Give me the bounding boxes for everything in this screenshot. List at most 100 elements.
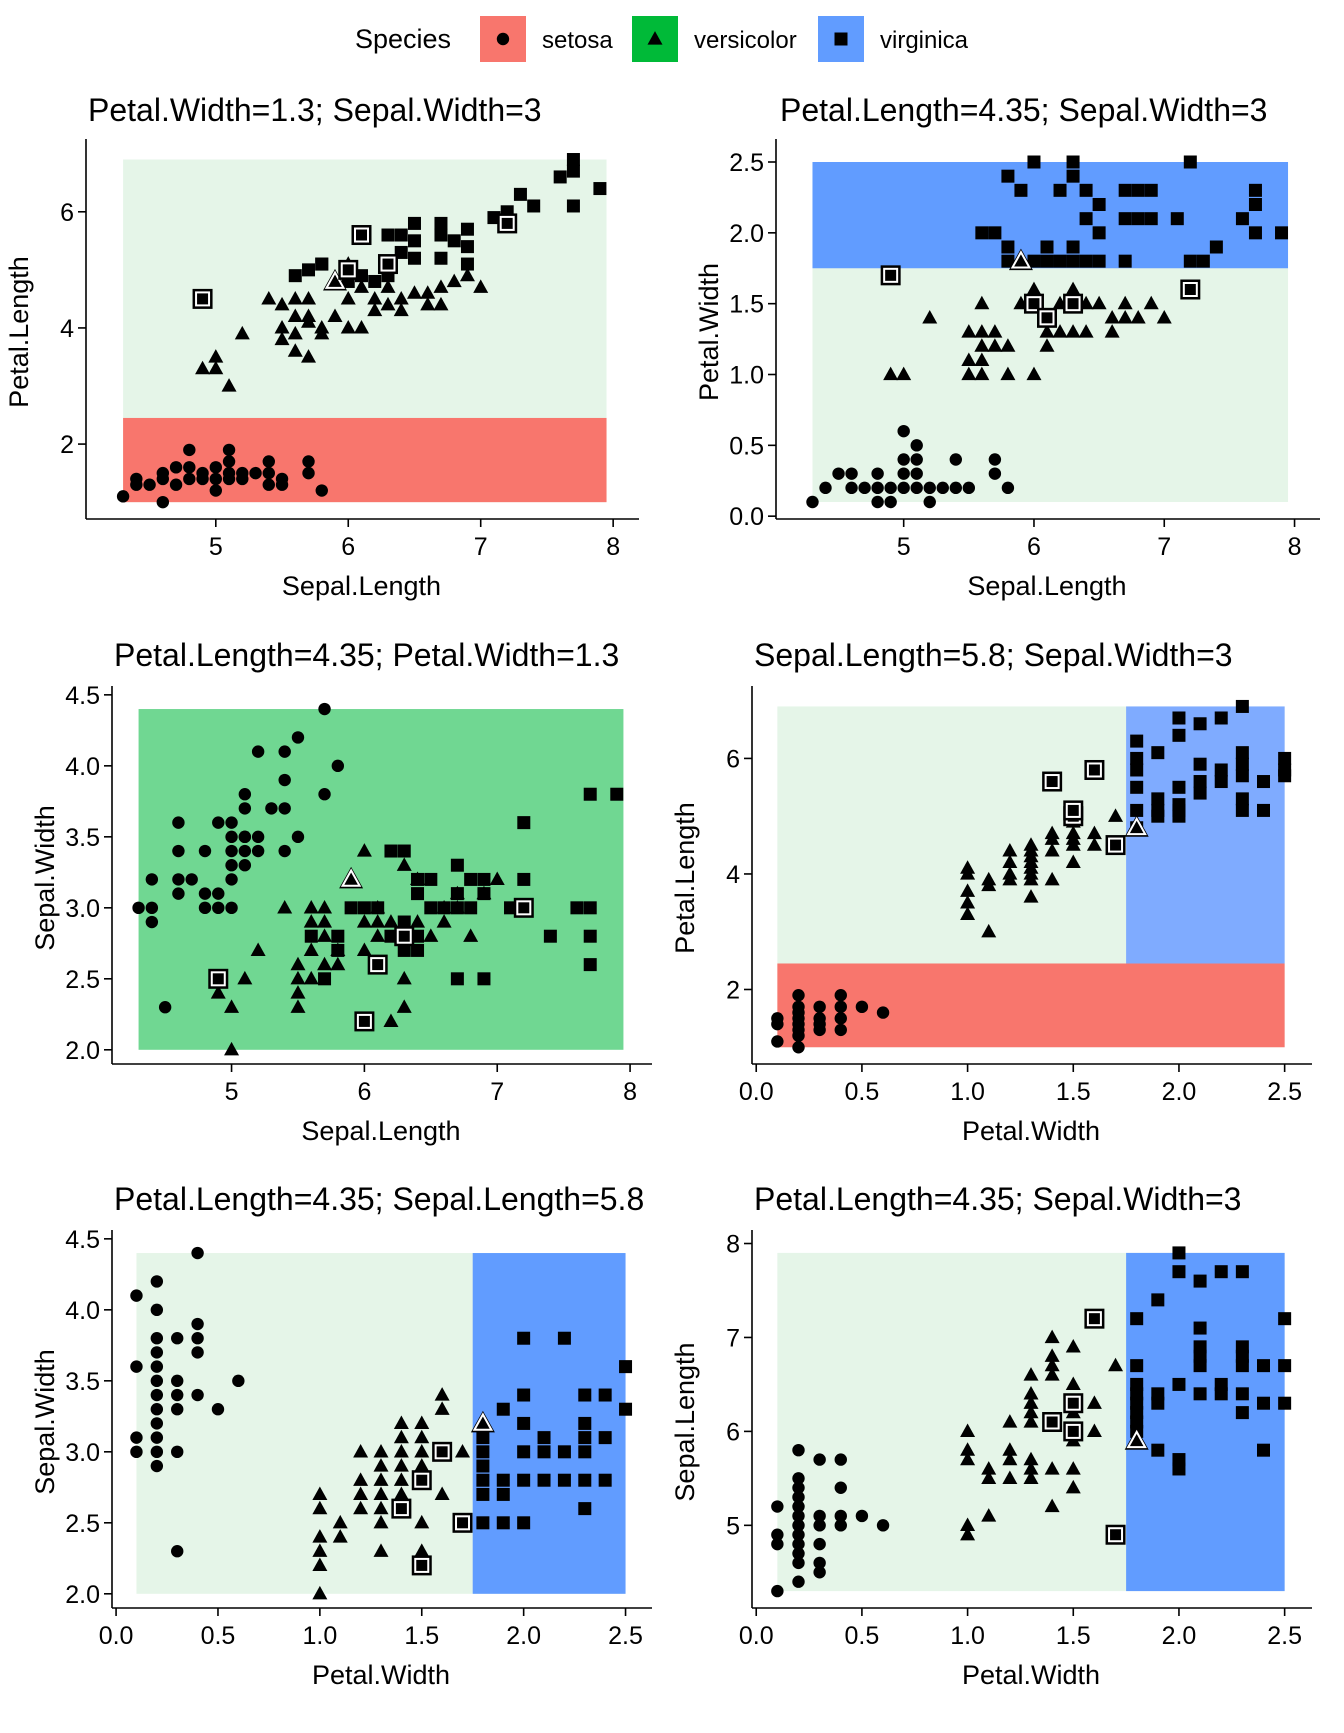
data-point-setosa [150, 1360, 164, 1373]
data-point-versicolor [290, 999, 306, 1013]
y-axis-label: Sepal.Width [30, 1349, 60, 1495]
highlighted-point-versicolor [472, 1412, 494, 1431]
data-point-versicolor [414, 1429, 430, 1444]
data-point-setosa [225, 816, 238, 829]
data-point-setosa [771, 1012, 784, 1025]
data-point-versicolor [974, 295, 990, 310]
highlighted-point-virginica [210, 971, 226, 987]
data-point-virginica [1193, 757, 1207, 771]
data-point-virginica [1235, 792, 1249, 806]
x-tick-label: 1.5 [1056, 1078, 1091, 1106]
data-point-virginica [476, 1516, 490, 1530]
data-point-versicolor [974, 338, 990, 352]
data-point-setosa [183, 472, 196, 486]
data-point-setosa [211, 1403, 225, 1416]
x-tick-label: 0.0 [99, 1622, 134, 1650]
highlighted-point-virginica [340, 262, 356, 278]
data-point-virginica [1172, 728, 1186, 742]
data-point-versicolor [1065, 825, 1081, 840]
data-point-setosa [225, 859, 238, 872]
highlighted-point-virginica [1065, 802, 1081, 818]
data-point-setosa [813, 1566, 826, 1579]
data-point-virginica [407, 251, 421, 265]
data-point-versicolor [303, 970, 319, 985]
data-point-virginica [517, 1331, 531, 1345]
data-point-versicolor [1044, 1461, 1060, 1475]
data-point-virginica [304, 929, 318, 943]
data-point-setosa [318, 702, 331, 716]
data-point-setosa [171, 1403, 184, 1416]
data-point-setosa [225, 844, 238, 858]
data-point-virginica [517, 1473, 531, 1487]
y-tick-label: 1.5 [729, 291, 764, 319]
data-point-virginica [1235, 769, 1249, 783]
data-point-virginica [437, 901, 451, 915]
data-point-versicolor [1023, 1395, 1039, 1409]
data-point-virginica [496, 1402, 510, 1416]
panel-2: Petal.Length=4.35; Sepal.Width=3 5 6 7 8 0.0 0… [694, 92, 1320, 601]
data-point-virginica [1172, 711, 1186, 725]
data-point-virginica [1235, 212, 1249, 226]
data-point-virginica [517, 1416, 531, 1430]
data-point-setosa [792, 1528, 805, 1541]
data-point-versicolor [367, 291, 383, 305]
data-point-setosa [232, 1374, 245, 1388]
highlighted-point-virginica [499, 215, 515, 231]
data-point-versicolor [1023, 1461, 1039, 1475]
data-point-versicolor [356, 914, 372, 928]
data-point-setosa [834, 1509, 847, 1523]
data-point-setosa [212, 816, 225, 829]
data-point-setosa [834, 1023, 847, 1037]
data-point-versicolor [1065, 1376, 1081, 1391]
data-point-versicolor [1065, 1338, 1081, 1353]
data-point-versicolor [960, 894, 976, 909]
data-point-versicolor [383, 1013, 399, 1028]
data-point-virginica [477, 872, 491, 886]
y-tick-label: 3.5 [65, 824, 100, 852]
data-point-setosa [222, 455, 236, 468]
data-point-virginica [1144, 183, 1158, 197]
data-point-versicolor [354, 279, 369, 293]
data-point-setosa [172, 844, 185, 858]
panel-title: Petal.Length=4.35; Sepal.Length=5.8 [114, 1181, 644, 1217]
data-point-virginica [1193, 786, 1207, 800]
data-point-versicolor [396, 999, 412, 1013]
highlighted-point-virginica [396, 928, 412, 944]
data-point-virginica [1248, 226, 1262, 240]
data-point-versicolor [1117, 309, 1133, 324]
data-point-virginica [537, 1431, 551, 1445]
data-point-virginica [1235, 803, 1249, 817]
data-point-versicolor [434, 1486, 450, 1501]
data-point-versicolor [1002, 866, 1018, 880]
data-point-virginica [434, 251, 448, 265]
data-point-virginica [1235, 757, 1249, 771]
decision-background [138, 709, 624, 1050]
data-point-versicolor [330, 956, 346, 971]
data-point-versicolor [1065, 1461, 1081, 1475]
data-point-setosa [876, 1006, 890, 1019]
data-point-setosa [988, 467, 1002, 480]
data-point-versicolor [410, 914, 426, 928]
data-point-setosa [191, 1346, 204, 1359]
data-point-virginica [1092, 198, 1106, 211]
data-point-virginica [1257, 803, 1270, 817]
y-tick-label: 2.0 [65, 1037, 100, 1065]
data-point-virginica [1130, 751, 1144, 765]
panel-title-group: Petal.Length=4.35; Sepal.Length=5.8 [114, 1181, 644, 1217]
data-point-versicolor [312, 1557, 328, 1572]
y-tick-label: 2.5 [729, 149, 764, 177]
data-point-setosa [792, 1443, 805, 1457]
data-point-setosa [196, 466, 209, 480]
data-point-versicolor [961, 352, 977, 366]
data-point-virginica [1172, 798, 1186, 812]
data-point-setosa [792, 1500, 805, 1513]
data-point-versicolor [961, 366, 977, 381]
data-point-setosa [278, 844, 291, 858]
data-point-versicolor [373, 1514, 389, 1529]
data-point-versicolor [1104, 324, 1120, 338]
highlighted-point-virginica [1044, 774, 1060, 790]
data-point-versicolor [1044, 825, 1060, 840]
data-point-setosa [238, 859, 252, 872]
highlighted-point-virginica [354, 227, 369, 243]
panel-title: Petal.Width=1.3; Sepal.Width=3 [88, 92, 542, 128]
